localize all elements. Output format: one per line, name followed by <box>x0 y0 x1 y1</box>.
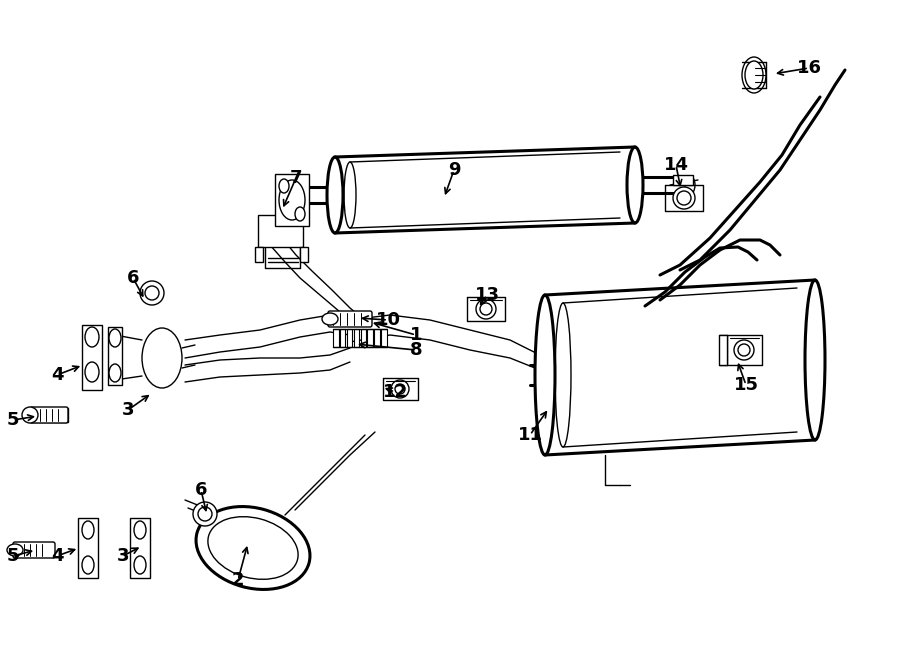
Text: 11: 11 <box>518 426 543 444</box>
Text: 2: 2 <box>232 571 244 589</box>
Bar <box>354 329 359 347</box>
Bar <box>300 247 308 262</box>
Ellipse shape <box>145 286 159 300</box>
Ellipse shape <box>22 407 38 423</box>
Ellipse shape <box>295 207 305 221</box>
Ellipse shape <box>745 61 763 89</box>
Bar <box>258 215 303 247</box>
FancyBboxPatch shape <box>30 407 68 423</box>
Ellipse shape <box>140 281 164 305</box>
Bar <box>340 329 346 347</box>
Ellipse shape <box>327 157 343 233</box>
Text: 13: 13 <box>474 286 500 304</box>
Text: 3: 3 <box>117 547 130 565</box>
Ellipse shape <box>198 507 212 521</box>
Text: 5: 5 <box>7 411 19 429</box>
Text: 4: 4 <box>50 366 63 384</box>
Ellipse shape <box>7 544 23 556</box>
Ellipse shape <box>685 176 695 194</box>
Ellipse shape <box>109 364 121 382</box>
Text: 6: 6 <box>127 269 140 287</box>
Ellipse shape <box>805 280 825 440</box>
Bar <box>130 518 150 578</box>
Bar <box>30 408 68 422</box>
FancyBboxPatch shape <box>328 311 372 327</box>
Bar <box>361 329 366 347</box>
Ellipse shape <box>391 380 409 398</box>
Ellipse shape <box>134 521 146 539</box>
Text: 8: 8 <box>410 341 422 359</box>
Text: 4: 4 <box>50 547 63 565</box>
Ellipse shape <box>673 187 695 209</box>
Text: 3: 3 <box>122 401 134 419</box>
Ellipse shape <box>196 506 310 590</box>
Ellipse shape <box>82 556 94 574</box>
Text: 16: 16 <box>796 59 822 77</box>
Text: 10: 10 <box>375 311 401 329</box>
Bar <box>346 329 352 347</box>
Ellipse shape <box>480 303 492 315</box>
Ellipse shape <box>742 57 766 93</box>
Ellipse shape <box>738 344 750 356</box>
Ellipse shape <box>85 362 99 382</box>
Text: 12: 12 <box>382 383 408 401</box>
Ellipse shape <box>535 295 555 455</box>
Bar <box>367 329 373 347</box>
Ellipse shape <box>85 327 99 347</box>
FancyBboxPatch shape <box>13 542 55 558</box>
Bar <box>381 329 387 347</box>
Ellipse shape <box>142 328 182 388</box>
Ellipse shape <box>82 521 94 539</box>
Ellipse shape <box>734 340 754 360</box>
Ellipse shape <box>208 517 298 579</box>
Text: 15: 15 <box>734 376 759 394</box>
Text: 9: 9 <box>448 161 460 179</box>
Ellipse shape <box>134 556 146 574</box>
Ellipse shape <box>476 299 496 319</box>
Bar <box>374 329 380 347</box>
Bar <box>333 329 338 347</box>
Ellipse shape <box>109 329 121 347</box>
Bar <box>255 247 263 262</box>
Text: 6: 6 <box>194 481 207 499</box>
Ellipse shape <box>322 313 338 325</box>
Ellipse shape <box>279 179 289 193</box>
Ellipse shape <box>395 384 405 394</box>
Bar <box>108 327 122 385</box>
Bar <box>719 335 727 365</box>
Text: 14: 14 <box>663 156 688 174</box>
Ellipse shape <box>627 147 643 223</box>
Ellipse shape <box>279 180 305 220</box>
Text: 7: 7 <box>290 169 302 187</box>
Text: 1: 1 <box>410 326 422 344</box>
Text: 5: 5 <box>7 547 19 565</box>
Bar <box>673 175 693 185</box>
Bar <box>82 325 102 390</box>
Ellipse shape <box>193 502 217 526</box>
Bar <box>275 174 309 226</box>
Bar <box>78 518 98 578</box>
Ellipse shape <box>677 191 691 205</box>
